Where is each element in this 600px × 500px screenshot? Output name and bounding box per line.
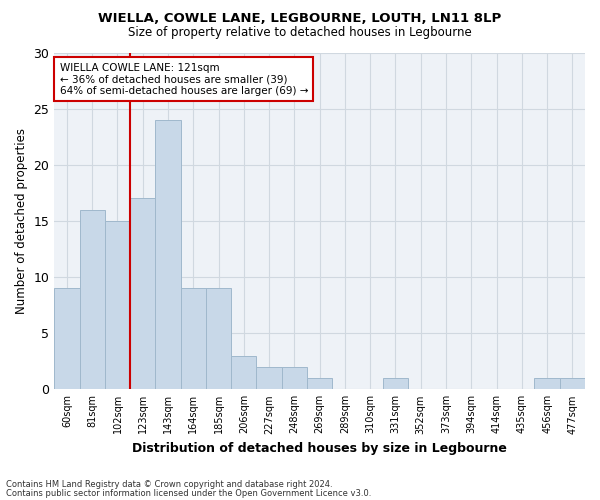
Text: WIELLA, COWLE LANE, LEGBOURNE, LOUTH, LN11 8LP: WIELLA, COWLE LANE, LEGBOURNE, LOUTH, LN…	[98, 12, 502, 26]
Bar	[282, 367, 307, 390]
Bar	[206, 288, 231, 390]
Y-axis label: Number of detached properties: Number of detached properties	[15, 128, 28, 314]
Text: Contains HM Land Registry data © Crown copyright and database right 2024.: Contains HM Land Registry data © Crown c…	[6, 480, 332, 489]
Bar	[535, 378, 560, 390]
Text: Contains public sector information licensed under the Open Government Licence v3: Contains public sector information licen…	[6, 490, 371, 498]
Bar	[307, 378, 332, 390]
Bar	[80, 210, 105, 390]
Bar	[256, 367, 282, 390]
Bar	[231, 356, 256, 390]
Bar	[155, 120, 181, 390]
Bar	[560, 378, 585, 390]
X-axis label: Distribution of detached houses by size in Legbourne: Distribution of detached houses by size …	[132, 442, 507, 455]
Text: WIELLA COWLE LANE: 121sqm
← 36% of detached houses are smaller (39)
64% of semi-: WIELLA COWLE LANE: 121sqm ← 36% of detac…	[59, 62, 308, 96]
Text: Size of property relative to detached houses in Legbourne: Size of property relative to detached ho…	[128, 26, 472, 39]
Bar	[54, 288, 80, 390]
Bar	[130, 198, 155, 390]
Bar	[181, 288, 206, 390]
Bar	[383, 378, 408, 390]
Bar	[105, 221, 130, 390]
